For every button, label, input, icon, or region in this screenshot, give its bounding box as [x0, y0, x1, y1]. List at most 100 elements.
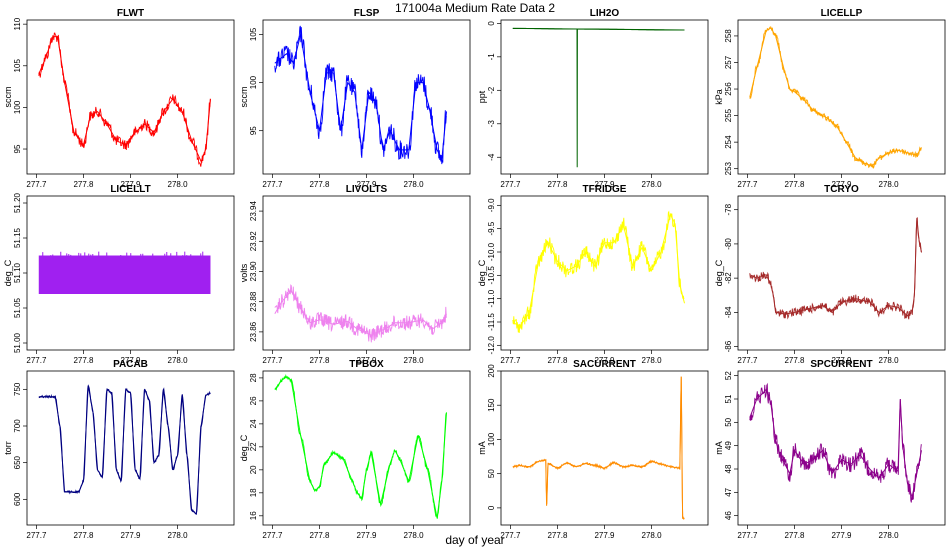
y-axis-label: mA: [477, 441, 487, 455]
x-tick-label: 277.7: [500, 356, 521, 365]
y-tick-label: -9.0: [487, 198, 496, 212]
series-lih2o: [512, 27, 685, 168]
y-tick-label: 150: [487, 398, 496, 412]
y-tick-label: 100: [487, 432, 496, 446]
x-tick-label: 278.0: [404, 356, 425, 365]
panel-flwt: FLWT 277.7 277.8 277.9 278.0 95 100 105 110 sccm: [3, 8, 235, 189]
data-keypoints-line: [512, 213, 685, 328]
data-line: [512, 210, 685, 333]
y-tick-label: 16: [249, 511, 258, 520]
x-tick-label: 277.7: [262, 180, 283, 189]
y-tick-label: 47: [724, 487, 733, 496]
x-tick-label: 277.8: [309, 531, 330, 540]
y-tick-label: 23.94: [249, 201, 258, 222]
y-tick-label: 100: [13, 100, 22, 114]
y-tick-label: 51.00: [13, 332, 22, 353]
y-axis-label: deg_C: [3, 259, 13, 286]
x-tick-label: 278.0: [879, 356, 900, 365]
plot-frame: [26, 19, 235, 175]
series-spcurrent: [749, 382, 922, 503]
panel-title: LIH2O: [590, 8, 620, 19]
panel-title: LICELLP: [821, 8, 863, 19]
panel-sacurrent: SACURRENT 277.7 277.8 277.9 278.0 0 50 100 150 20…: [477, 359, 709, 540]
y-tick-label: 22: [249, 442, 258, 451]
y-tick-label: 105: [249, 27, 258, 41]
y-axis-label: kPa: [714, 89, 724, 105]
x-tick-label: 277.8: [73, 531, 94, 540]
panel-flsp: FLSP 277.7 277.8 277.9 278.0 95 100 105 sccm: [239, 8, 471, 189]
y-tick-label: -4: [487, 153, 496, 161]
y-tick-label: 51.20: [13, 192, 22, 213]
y-tick-label: 0: [487, 21, 496, 26]
y-tick-label: 255: [724, 108, 733, 122]
x-tick-label: 278.0: [404, 180, 425, 189]
x-tick-label: 277.9: [120, 180, 141, 189]
y-axis-label: torr: [3, 441, 13, 455]
x-tick-label: 277.8: [784, 180, 805, 189]
y-tick-label: 600: [13, 492, 22, 506]
data-keypoints-line: [274, 34, 447, 162]
data-keypoints-line: [38, 36, 211, 163]
panel-title: SPCURRENT: [810, 359, 872, 370]
x-tick-label: 277.7: [262, 356, 283, 365]
x-tick-label: 278.0: [879, 531, 900, 540]
x-tick-label: 278.0: [168, 356, 189, 365]
y-tick-label: -3: [487, 120, 496, 128]
y-tick-label: -84: [724, 306, 733, 318]
x-tick-label: 278.0: [168, 180, 189, 189]
y-tick-label: 52: [724, 371, 733, 380]
x-tick-label: 277.9: [831, 531, 852, 540]
y-tick-label: 51.05: [13, 297, 22, 318]
x-tick-label: 277.9: [120, 531, 141, 540]
y-tick-label: 18: [249, 488, 258, 497]
x-tick-label: 277.8: [784, 531, 805, 540]
y-tick-label: 254: [724, 135, 733, 149]
y-tick-label: 26: [249, 396, 258, 405]
x-tick-label: 277.9: [594, 180, 615, 189]
panel-tpbox: TPBOX 277.7 277.8 277.9 278.0 16 18 20 22 24 26 28 d…: [239, 359, 471, 540]
x-tick-label: 277.9: [831, 356, 852, 365]
panel-licellp: LICELLP 277.7 277.8 277.9 278.0 253 254 255 256 2…: [714, 8, 946, 189]
x-tick-label: 277.7: [500, 180, 521, 189]
y-tick-label: 28: [249, 373, 258, 382]
panel-title: TFRIDGE: [583, 184, 627, 195]
x-tick-label: 277.8: [309, 180, 330, 189]
y-tick-label: 23.88: [249, 291, 258, 312]
y-tick-label: -10.5: [487, 266, 496, 285]
data-keypoints-line: [512, 27, 685, 168]
data-spikes: [42, 251, 204, 256]
y-tick-label: 20: [249, 465, 258, 474]
y-tick-label: 0: [487, 505, 496, 510]
x-tick-label: 277.8: [784, 356, 805, 365]
y-tick-label: -1: [487, 53, 496, 61]
plot-frame: [737, 195, 946, 351]
panel-title: LIVOLTS: [346, 184, 388, 195]
y-tick-label: 51.15: [13, 227, 22, 248]
x-tick-label: 278.0: [404, 531, 425, 540]
x-tick-label: 277.7: [737, 531, 758, 540]
x-tick-label: 277.8: [547, 180, 568, 189]
panel-title: TCRYO: [824, 184, 859, 195]
data-band: [38, 255, 211, 294]
series-livolts: [274, 284, 447, 343]
y-tick-label: 50: [487, 469, 496, 478]
x-axis-label: day of year: [445, 533, 504, 547]
x-tick-label: 278.0: [642, 180, 663, 189]
y-axis-label: sccm: [3, 87, 13, 108]
y-tick-label: 256: [724, 82, 733, 96]
y-tick-label: -9.5: [487, 221, 496, 235]
data-line: [749, 217, 922, 320]
x-tick-label: 277.8: [547, 356, 568, 365]
y-tick-label: 258: [724, 29, 733, 43]
series-flwt: [38, 32, 211, 167]
y-tick-label: 95: [249, 126, 258, 135]
series-tcryo: [749, 217, 922, 320]
y-axis-label: deg_C: [239, 434, 249, 461]
y-tick-label: -12.0: [487, 336, 496, 355]
series-sacurrent: [512, 376, 685, 521]
x-tick-label: 277.7: [26, 531, 47, 540]
panel-spcurrent: SPCURRENT 277.7 277.8 277.9 278.0 46 47 48 49 50 5…: [714, 359, 946, 540]
panel-lih2o: LIH2O 277.7 277.8 277.9 278.0 -4 -3 -2 -1 0 ppt: [477, 8, 709, 189]
y-tick-label: 110: [13, 17, 22, 30]
